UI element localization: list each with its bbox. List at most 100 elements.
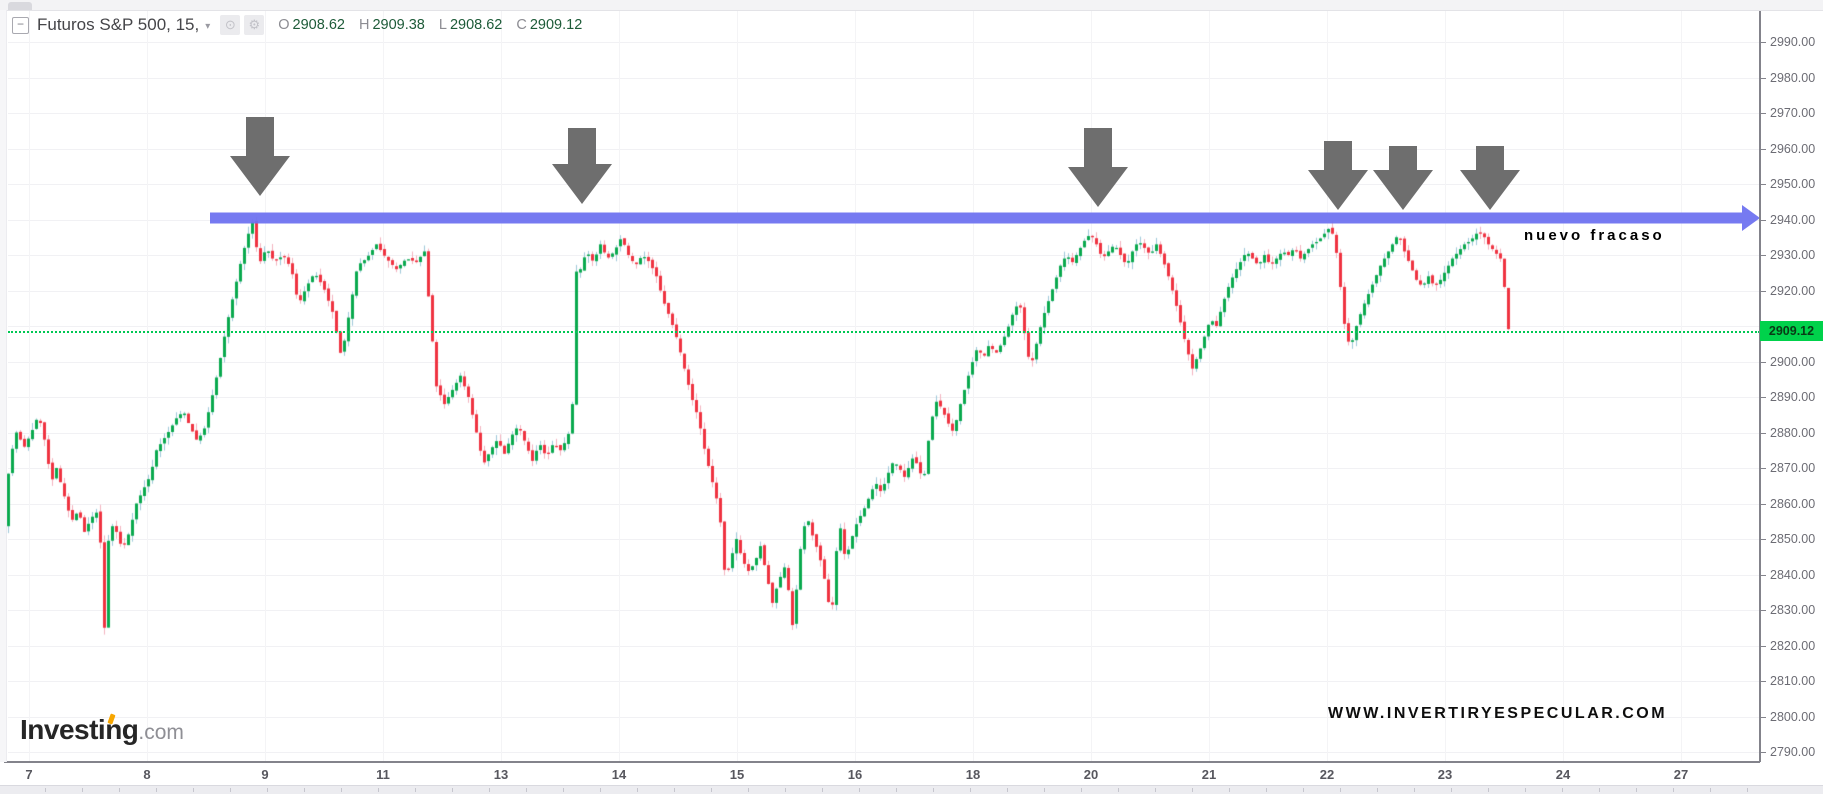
last-price-line xyxy=(8,331,1760,333)
scrollbar-tick xyxy=(1044,788,1045,792)
scrollbar-tick xyxy=(415,788,416,792)
scrollbar-tick xyxy=(563,788,564,792)
down-arrow-annotation[interactable] xyxy=(1460,146,1520,210)
target-icon[interactable]: ⊙ xyxy=(220,15,241,35)
down-arrow-annotation[interactable] xyxy=(1373,146,1433,210)
price-axis[interactable] xyxy=(1759,10,1761,762)
down-arrow-annotation[interactable] xyxy=(1308,141,1368,210)
low-label: L xyxy=(438,17,447,33)
scrollbar-tick xyxy=(45,788,46,792)
price-axis-tick xyxy=(1761,184,1766,185)
time-axis-label: 27 xyxy=(1673,767,1689,782)
investing-logo-suffix: .com xyxy=(138,721,184,744)
top-toolbar-strip xyxy=(0,0,1823,11)
scrollbar-tick xyxy=(1377,788,1378,792)
scrollbar-tick xyxy=(452,788,453,792)
price-axis-tick xyxy=(1761,539,1766,540)
price-axis-tick xyxy=(1761,503,1766,505)
high-label: H xyxy=(358,17,370,33)
scrollbar-tick xyxy=(1451,788,1452,792)
time-axis-label: 7 xyxy=(25,767,33,782)
scrollbar-tick xyxy=(526,788,527,792)
price-axis-label: 2790.00 xyxy=(1770,745,1816,759)
price-axis-label: 2800.00 xyxy=(1770,709,1816,724)
high-value: 2909.38 xyxy=(372,17,425,33)
price-axis-label: 2950.00 xyxy=(1770,177,1816,191)
scrollbar-tick xyxy=(1673,788,1674,792)
time-axis[interactable] xyxy=(4,761,1760,763)
scrollbar-tick xyxy=(1007,788,1008,792)
scrollbar-tick xyxy=(933,788,934,792)
resistance-arrow-line[interactable] xyxy=(210,212,1742,224)
scrollbar-tick xyxy=(1710,788,1711,792)
close-label: C xyxy=(516,17,527,33)
scrollbar-tick xyxy=(1488,788,1489,792)
gear-icon[interactable]: ⚙ xyxy=(244,15,265,35)
time-axis-label: 11 xyxy=(376,767,390,782)
last-price-tag: 2909.12 xyxy=(1760,321,1823,341)
scrollbar-tick xyxy=(1340,788,1341,792)
price-axis-tick xyxy=(1761,752,1766,753)
scrollbar-tick xyxy=(822,788,823,792)
scrollbar-tick xyxy=(1562,788,1563,792)
open-value: 2908.62 xyxy=(292,17,345,33)
price-axis-tick xyxy=(1761,610,1766,611)
price-axis-label: 2960.00 xyxy=(1770,141,1816,156)
scrollbar-tick xyxy=(1599,788,1600,792)
time-scrollbar[interactable] xyxy=(0,785,1823,794)
price-axis-tick xyxy=(1761,397,1766,398)
down-arrow-annotation[interactable] xyxy=(552,128,612,204)
time-axis-label: 14 xyxy=(611,767,627,782)
price-axis-label: 2840.00 xyxy=(1770,567,1816,582)
time-axis-label: 24 xyxy=(1555,767,1571,782)
scrollbar-tick xyxy=(378,788,379,792)
chevron-down-icon[interactable]: ▾ xyxy=(205,20,211,32)
scrollbar-tick xyxy=(970,788,971,792)
low-value: 2908.62 xyxy=(449,17,503,33)
collapse-icon[interactable]: − xyxy=(12,16,29,34)
down-arrow-annotation[interactable] xyxy=(230,117,290,196)
price-axis-label: 2860.00 xyxy=(1770,496,1816,511)
open-label: O xyxy=(278,17,290,33)
price-axis-label: 2970.00 xyxy=(1770,106,1816,120)
price-axis-tick xyxy=(1761,290,1766,292)
scrollbar-tick xyxy=(82,788,83,792)
scrollbar-tick xyxy=(1192,788,1193,792)
time-axis-label: 9 xyxy=(261,767,269,782)
price-axis-tick xyxy=(1761,468,1766,469)
scrollbar-tick xyxy=(748,788,749,792)
price-axis-label: 2980.00 xyxy=(1770,70,1816,85)
price-axis-label: 2890.00 xyxy=(1770,390,1816,404)
annotation-nuevo-fracaso[interactable]: nuevo fracaso xyxy=(1524,227,1665,244)
scrollbar-tick xyxy=(674,788,675,792)
symbol-title[interactable]: Futuros S&P 500, 15, xyxy=(37,15,200,34)
price-axis-tick xyxy=(1761,681,1766,682)
scrollbar-tick xyxy=(1636,788,1637,792)
price-axis-label: 2920.00 xyxy=(1770,283,1816,298)
top-toolbar-tab xyxy=(8,2,32,10)
scrollbar-tick xyxy=(1081,788,1082,792)
scrollbar-tick xyxy=(859,788,860,792)
ohlc-readout: O 2908.62 H 2909.38 L 2908.62 C 2909.12 xyxy=(278,17,596,33)
price-axis-tick xyxy=(1761,148,1766,150)
price-axis-tick xyxy=(1761,432,1766,434)
scrollbar-tick xyxy=(637,788,638,792)
down-arrow-annotation[interactable] xyxy=(1068,128,1128,207)
price-axis-label: 2930.00 xyxy=(1770,248,1816,262)
time-axis-label: 18 xyxy=(965,767,981,782)
price-axis-label: 2990.00 xyxy=(1770,35,1816,49)
price-axis-tick xyxy=(1761,42,1766,43)
left-toolbar-strip xyxy=(0,10,7,762)
price-axis-tick xyxy=(1761,219,1766,221)
investing-logo-text: Investing xyxy=(20,714,139,745)
scrollbar-tick xyxy=(304,788,305,792)
scrollbar-tick xyxy=(600,788,601,792)
time-axis-label: 22 xyxy=(1319,767,1335,782)
scrollbar-tick xyxy=(1525,788,1526,792)
scrollbar-tick xyxy=(267,788,268,792)
resistance-arrow-head[interactable] xyxy=(1742,205,1760,231)
scrollbar-tick xyxy=(230,788,231,792)
